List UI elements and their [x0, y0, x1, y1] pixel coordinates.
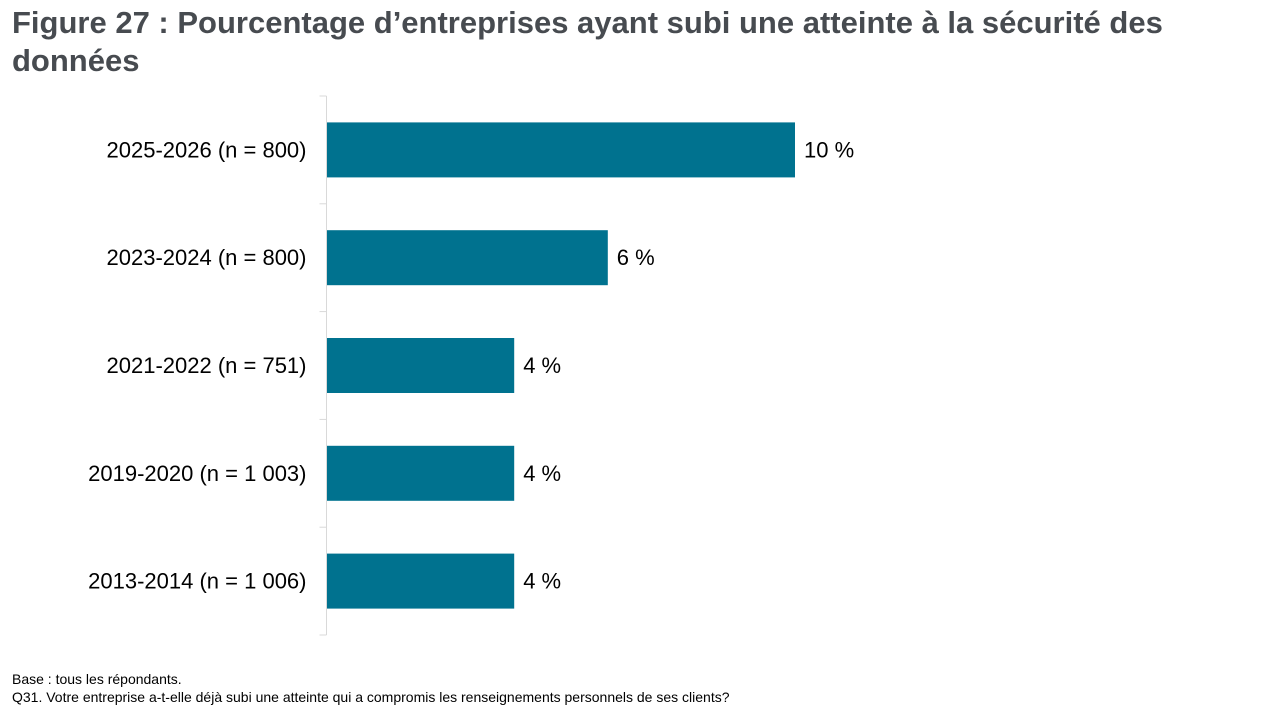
bar [327, 445, 515, 501]
category-label: 2019-2020 (n = 1 003) [88, 461, 306, 486]
value-label: 4 % [523, 461, 561, 486]
base-note: Base : tous les répondants. [12, 671, 182, 687]
bar [327, 122, 795, 178]
category-label: 2023-2024 (n = 800) [107, 245, 307, 270]
value-label: 4 % [523, 353, 561, 378]
question-note: Q31. Votre entreprise a-t-elle déjà subi… [12, 689, 730, 705]
value-label: 4 % [523, 569, 561, 594]
value-label: 6 % [617, 245, 655, 270]
bar [327, 338, 515, 393]
category-label: 2021-2022 (n = 751) [107, 353, 307, 378]
category-label: 2013-2014 (n = 1 006) [88, 569, 306, 594]
value-label: 10 % [804, 137, 854, 162]
chart-title: Figure 27 : Pourcentage d’entreprises ay… [12, 5, 1163, 78]
bar [327, 230, 608, 286]
category-label: 2025-2026 (n = 800) [107, 137, 307, 162]
bar [327, 553, 515, 609]
